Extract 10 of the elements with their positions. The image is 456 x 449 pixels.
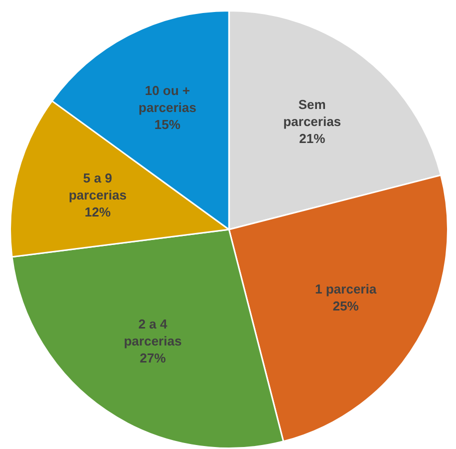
data-label: 15% [154,117,181,132]
data-label: 27% [140,350,166,366]
slice-label: 10 ou + parcerias [138,83,196,116]
data-label: 21% [299,130,326,146]
data-label: 12% [84,204,112,220]
data-label: 25% [332,298,360,314]
slice-label: 1 parceria [315,282,378,297]
slice-label: 5 a 9 parcerias [68,170,127,202]
slice-label: Sem parcerias [283,96,342,129]
slice-label: 2 a 4 parcerias [124,316,182,348]
